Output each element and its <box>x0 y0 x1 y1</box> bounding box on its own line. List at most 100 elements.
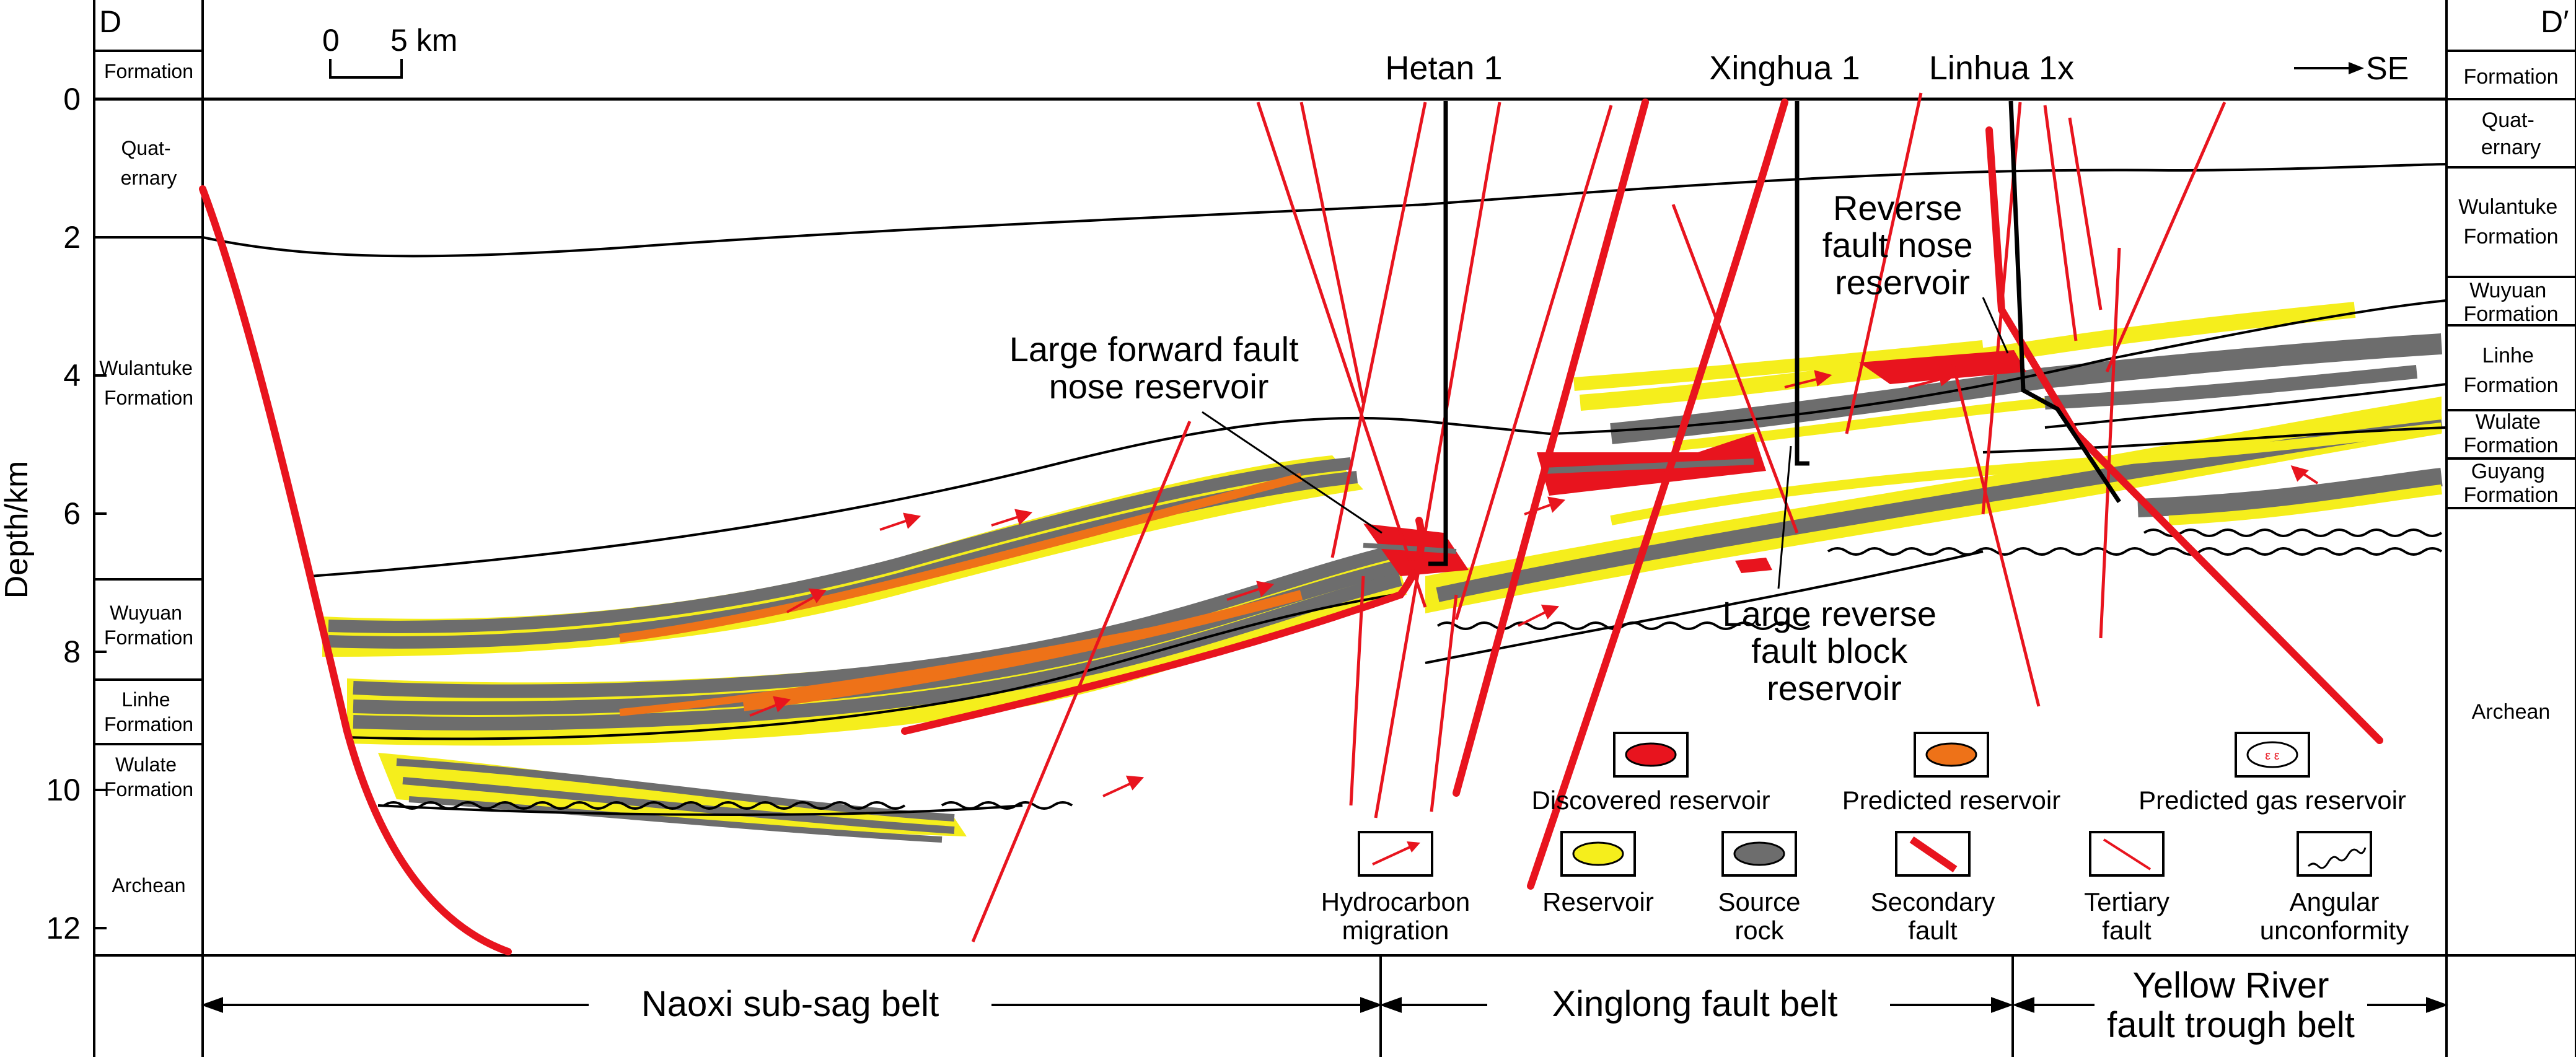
legend-label: Predicted gas reservoir <box>2139 786 2406 815</box>
label-line: rock <box>1734 916 1784 945</box>
legend-label: Hydrocarbon migration <box>1321 887 1470 945</box>
label-line: Source <box>1718 887 1800 916</box>
hydrocarbon-migration-icon <box>1372 841 1420 866</box>
right-unit-label: Archean <box>2472 700 2551 724</box>
label-line: Tertiary <box>2084 887 2169 916</box>
tertiary-fault-icon <box>2103 838 2152 871</box>
depth-tick-label: 10 <box>46 773 81 807</box>
left-unit-label: Linhe Formation <box>104 688 193 735</box>
left-unit-label: Quat- ernary <box>121 137 177 189</box>
right-unit-label: Wuyuan Formation <box>2463 279 2558 326</box>
belt-label-xinglong: Xinglong fault belt <box>1552 984 1837 1024</box>
label-line: Secondary <box>1871 887 1995 916</box>
right-unit-label: Quat- ernary <box>2481 108 2541 159</box>
right-unit-label: Wulantuke Formation <box>2458 195 2563 248</box>
depth-tick-label: 8 <box>63 634 81 669</box>
left-formation-column <box>94 50 203 745</box>
depth-tick-label: 0 <box>63 82 81 116</box>
right-formation-column <box>2446 50 2576 509</box>
svg-text:ε ε: ε ε <box>2265 749 2279 763</box>
section-end-right: D′ <box>2541 4 2569 39</box>
well-label-hetan-1: Hetan 1 <box>1385 50 1502 87</box>
legend-label: Secondary fault <box>1871 887 1995 945</box>
depth-tick-label: 2 <box>63 220 81 255</box>
migration-arrows <box>749 370 2319 797</box>
label-line: fault <box>2102 916 2152 945</box>
right-column-header: Formation <box>2463 65 2558 89</box>
legend-label: Source rock <box>1718 887 1800 945</box>
left-unit-label: Archean <box>112 874 185 897</box>
legend-item-predicted-gas-reservoir: ε ε Predicted gas reservoir <box>2139 732 2406 815</box>
belt-label-yellow-river: Yellow River fault trough belt <box>2107 965 2355 1045</box>
depth-ticks <box>94 98 107 929</box>
secondary-fault-icon <box>1909 836 1958 872</box>
right-unit-label: Linhe Formation <box>2463 344 2558 397</box>
legend-item-tertiary-fault: Tertiary fault <box>2084 831 2169 945</box>
depth-tick-label: 12 <box>46 911 81 945</box>
legend-label: Angular unconformity <box>2260 887 2409 945</box>
annotations: Large forward fault nose reservoir Rever… <box>1009 188 1982 708</box>
label-line: Hydrocarbon <box>1321 887 1470 916</box>
depth-axis-label: Depth/km <box>0 461 35 599</box>
angular-unconformity-icon <box>2307 847 2367 869</box>
belt-dividers <box>1379 955 2014 1057</box>
label-line: fault trough belt <box>2107 1005 2355 1045</box>
direction-label: SE <box>2366 51 2409 87</box>
left-column-header: Formation <box>104 60 193 82</box>
depth-tick-labels: 0 2 4 6 8 10 12 <box>46 82 81 945</box>
annotation-reverse-fault-nose: Reverse fault nose reservoir <box>1822 188 1982 302</box>
right-unit-label: Wulate Formation <box>2463 410 2558 457</box>
belt-label-naoxi: Naoxi sub-sag belt <box>641 984 939 1024</box>
legend-item-secondary-fault: Secondary fault <box>1871 831 1995 945</box>
section-end-left: D <box>99 4 121 39</box>
label-line: unconformity <box>2260 916 2409 945</box>
reservoir-icon <box>1572 841 1624 866</box>
legend-item-reservoir: Reservoir <box>1542 831 1654 916</box>
legend-item-discovered-reservoir: Discovered reservoir <box>1531 732 1770 815</box>
legend-label: Reservoir <box>1542 887 1654 916</box>
legend-label: Discovered reservoir <box>1531 786 1770 815</box>
discovered-reservoirs <box>1363 350 2026 576</box>
label-line: Angular <box>2290 887 2380 916</box>
left-unit-label: Wuyuan Formation <box>104 602 193 649</box>
legend: Discovered reservoir Predicted reservoir… <box>1321 732 2409 945</box>
well-track-hetan-1 <box>1428 101 1448 566</box>
well-track-xinghua-1 <box>1795 101 1809 466</box>
depth-tick-label: 6 <box>63 496 81 531</box>
right-column-labels: Formation Quat- ernary Wulantuke Formati… <box>2458 65 2563 724</box>
left-unit-label: Wulate Formation <box>104 753 193 800</box>
well-label-xinghua-1: Xinghua 1 <box>1709 50 1860 87</box>
annotation-forward-fault-nose: Large forward fault nose reservoir <box>1009 330 1308 406</box>
naoxi-deep-band <box>378 753 967 843</box>
belt-arrows <box>201 997 2448 1013</box>
legend-item-source-rock: Source rock <box>1718 831 1801 945</box>
left-column-labels: Formation Quat- ernary Wulantuke Formati… <box>99 60 193 897</box>
legend-item-hydrocarbon-migration: Hydrocarbon migration <box>1321 831 1470 945</box>
right-unit-label: Guyang Formation <box>2463 460 2558 507</box>
well-track-linhua-1x <box>2008 100 2121 503</box>
legend-item-angular-unconformity: Angular unconformity <box>2260 831 2409 945</box>
discovered-reservoir-icon <box>1625 742 1677 767</box>
naoxi-wuyuan-band <box>322 455 1363 657</box>
label-line: fault <box>1908 916 1958 945</box>
well-labels: Hetan 1 Xinghua 1 Linhua 1x <box>1385 50 2074 87</box>
label-line: Yellow River <box>2133 965 2329 1006</box>
label-line: migration <box>1342 916 1449 945</box>
source-rock-icon <box>1733 841 1785 866</box>
frame <box>93 0 2576 1057</box>
legend-label: Predicted reservoir <box>1842 786 2060 815</box>
predicted-gas-reservoir-icon <box>2246 741 2298 768</box>
scale-bar <box>329 59 403 79</box>
tertiary-faults <box>971 92 2227 942</box>
scale-bar-zero: 0 <box>322 23 340 58</box>
legend-label: Tertiary fault <box>2084 887 2169 945</box>
well-label-linhua-1x: Linhua 1x <box>1929 50 2074 87</box>
secondary-faults <box>199 99 2383 955</box>
wells <box>1428 100 2121 566</box>
scale-bar-length: 5 km <box>390 23 457 58</box>
predicted-reservoir-icon <box>1925 742 1977 767</box>
annotation-reverse-fault-block: Large reverse fault block reservoir <box>1722 594 1946 708</box>
depth-tick-label: 4 <box>63 358 81 393</box>
direction-arrow-icon <box>2294 62 2364 74</box>
